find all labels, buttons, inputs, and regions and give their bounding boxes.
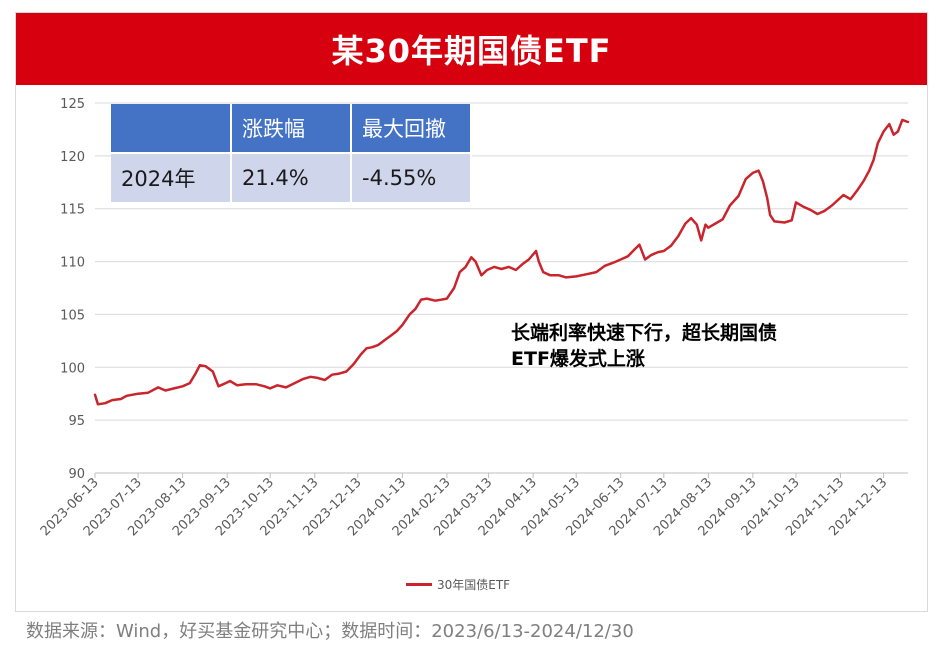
- y-tick-label: 100: [60, 361, 85, 376]
- line-chart: 90951001051101151201252023-06-132023-07-…: [38, 97, 910, 539]
- y-tick-label: 115: [60, 203, 85, 218]
- stats-table-header-cell: 涨跌幅: [231, 104, 352, 154]
- y-tick-label: 125: [60, 97, 85, 112]
- stats-table-header-row: 涨跌幅 最大回撤: [111, 104, 472, 154]
- y-tick-label: 105: [60, 308, 85, 323]
- y-tick-label: 90: [68, 467, 85, 482]
- annotation-line: ETF爆发式上涨: [511, 348, 645, 370]
- stats-table: 涨跌幅 最大回撤 2024年 21.4% -4.55%: [111, 104, 472, 202]
- stats-table-header-cell: 最大回撤: [351, 104, 472, 154]
- legend-label: 30年国债ETF: [437, 578, 511, 592]
- y-tick-label: 120: [60, 150, 85, 165]
- source-note: 数据来源：Wind，好买基金研究中心；数据时间：2023/6/13-2024/1…: [26, 621, 634, 642]
- stats-table-row: 2024年 21.4% -4.55%: [111, 153, 472, 202]
- legend-swatch: [406, 583, 432, 586]
- chart-legend: 30年国债ETF: [406, 576, 510, 593]
- y-tick-label: 95: [68, 414, 85, 429]
- stats-table-cell: 2024年: [111, 153, 232, 202]
- stats-table-cell: -4.55%: [351, 153, 472, 202]
- annotation-line: 长端利率快速下行，超长期国债: [511, 322, 778, 344]
- chart-annotation: 长端利率快速下行，超长期国债 ETF爆发式上涨: [511, 320, 777, 372]
- chart-title: 某30年期国债ETF: [16, 13, 927, 85]
- series-line: [93, 118, 910, 406]
- y-tick-label: 110: [60, 256, 85, 271]
- stats-table-cell: 21.4%: [231, 153, 352, 202]
- stats-table-header-cell: [111, 104, 232, 154]
